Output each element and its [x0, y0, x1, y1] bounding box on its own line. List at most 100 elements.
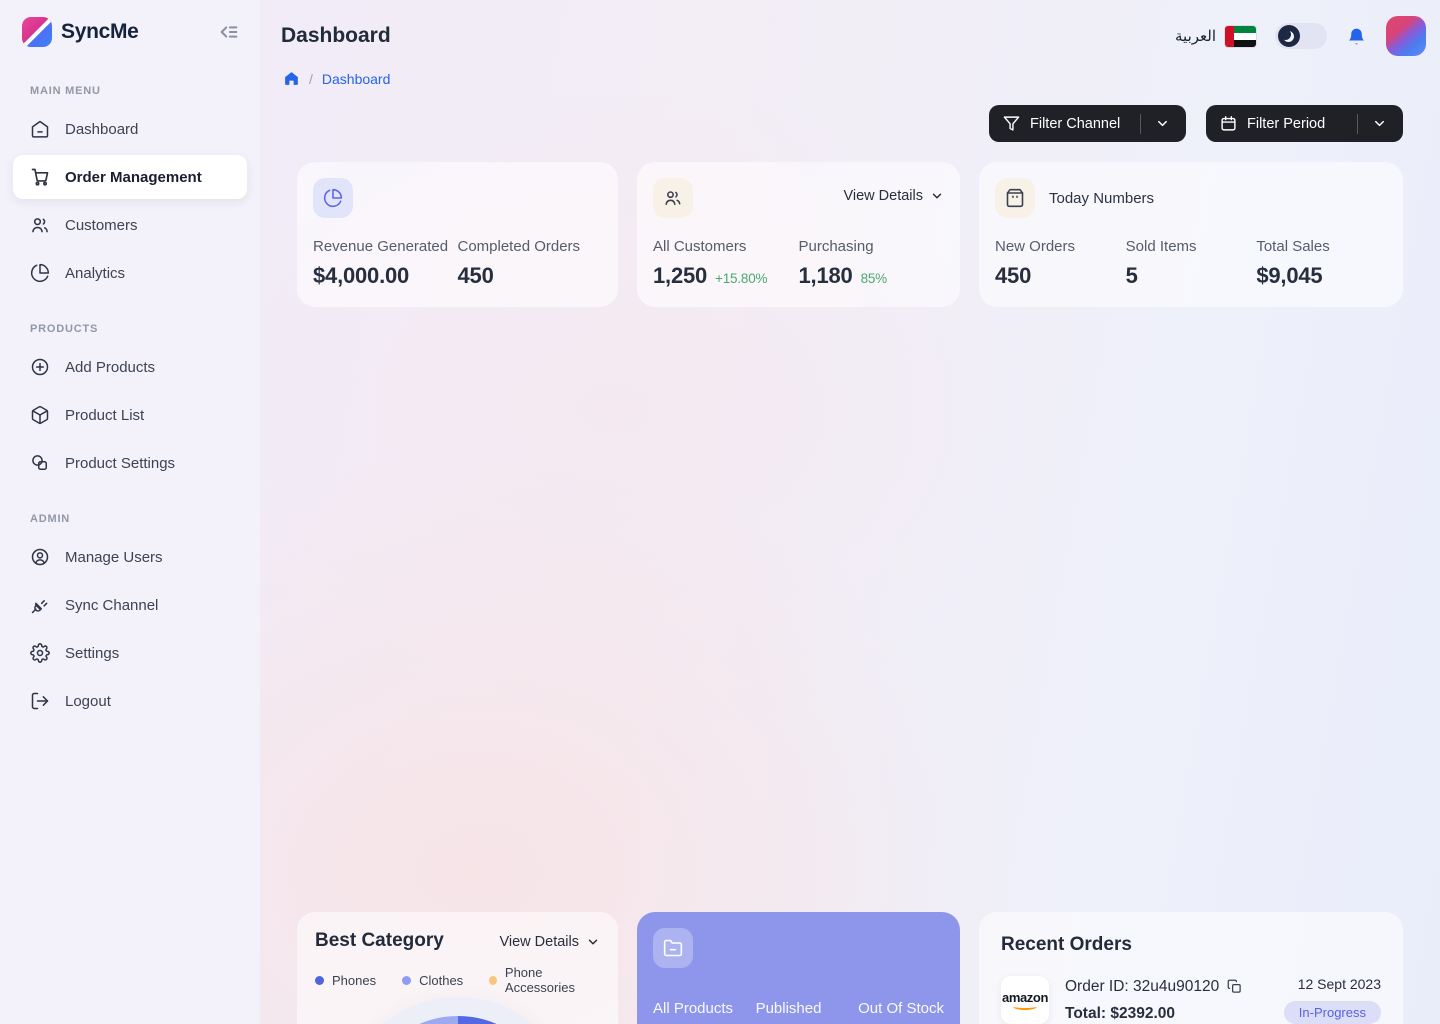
sidebar: SyncMe MAIN MENU Dashboard Order Managem… [0, 0, 260, 1024]
pie-chart-icon [313, 178, 353, 218]
donut-chart [359, 1016, 556, 1024]
calendar-icon [1220, 115, 1237, 132]
customers-card: View Details All Customers 1,250 +15.80% … [637, 162, 960, 307]
legend-item-phone-accessories: Phone Accessories [489, 965, 600, 995]
stat-value: $9,045 [1256, 263, 1323, 288]
app-name: SyncMe [61, 20, 139, 43]
stat-label: New Orders [995, 237, 1076, 255]
chart-legend: Phones Clothes Phone Accessories [315, 965, 600, 995]
sidebar-item-label: Product Settings [65, 454, 176, 472]
status-badge: In-Progress [1283, 1001, 1381, 1024]
sidebar-item-logout[interactable]: Logout [13, 679, 247, 723]
logout-icon [30, 691, 50, 711]
amazon-logo: amazon [1001, 976, 1049, 1024]
filter-period-button[interactable]: Filter Period [1206, 105, 1403, 142]
stat-label: Purchasing [798, 237, 874, 255]
notifications-bell-icon[interactable] [1346, 26, 1367, 47]
gear-icon [30, 643, 50, 663]
sidebar-item-label: Add Products [65, 358, 156, 376]
view-details-link[interactable]: View Details [843, 178, 944, 204]
page-title: Dashboard [281, 24, 391, 47]
pie-chart-icon [30, 263, 50, 283]
stat-label: Out Of Stock [858, 999, 944, 1017]
main-area: Dashboard العربية / Dashboard [260, 0, 1440, 1024]
recent-orders-panel: Recent Orders amazon Order ID: 32u4u9012… [979, 912, 1403, 1024]
moon-icon [1278, 25, 1300, 47]
sidebar-item-label: Product List [65, 406, 145, 424]
shopping-bag-icon [995, 178, 1035, 218]
stat-value: 5 [1125, 263, 1138, 288]
delta-badge: 85% [860, 271, 888, 286]
chevron-down-icon [1372, 116, 1387, 131]
sidebar-item-label: Manage Users [65, 548, 163, 566]
sidebar-item-label: Customers [65, 216, 138, 234]
stat-label: All Products [653, 999, 734, 1017]
delta-badge: +15.80% [715, 271, 768, 286]
user-circle-icon [30, 547, 50, 567]
stat-value: 1,180 85% [798, 263, 888, 288]
legend-item-phones: Phones [315, 973, 376, 988]
view-details-link[interactable]: View Details [499, 932, 600, 950]
uae-flag-icon [1225, 25, 1256, 47]
breadcrumb-home-icon[interactable] [283, 70, 300, 87]
sidebar-item-manage-users[interactable]: Manage Users [13, 535, 247, 579]
stat-value: 450 [995, 263, 1032, 288]
sidebar-item-label: Analytics [65, 264, 126, 282]
order-total: Total: $2392.00 [1065, 1004, 1175, 1022]
dark-mode-toggle[interactable] [1275, 23, 1327, 49]
stat-value: 1,250 +15.80% [653, 263, 768, 288]
legend-item-clothes: Clothes [402, 973, 463, 988]
products-summary-card: All Products 45 Published 34 Out Of Stoc… [637, 912, 960, 1024]
sidebar-item-customers[interactable]: Customers [13, 203, 247, 247]
legend-dot [489, 975, 497, 985]
users-icon [653, 178, 693, 218]
best-category-title: Best Category [315, 930, 444, 951]
sidebar-item-add-products[interactable]: Add Products [13, 345, 247, 389]
funnel-icon [1003, 115, 1020, 132]
section-products: PRODUCTS [30, 323, 99, 335]
filter-channel-button[interactable]: Filter Channel [989, 105, 1186, 142]
cart-icon [30, 167, 50, 187]
stat-label: Completed Orders [457, 237, 581, 255]
stat-label: Revenue Generated [313, 237, 449, 255]
stat-label: Published [755, 999, 822, 1017]
stat-label: All Customers [653, 237, 747, 255]
sidebar-item-label: Order Management [65, 168, 202, 186]
order-row[interactable]: amazon Order ID: 32u4u90120 Total: $2392… [1001, 976, 1381, 1024]
sidebar-item-label: Dashboard [65, 120, 139, 138]
shapes-icon [30, 453, 50, 473]
stat-label: Total Sales [1256, 237, 1330, 255]
home-icon [30, 119, 50, 139]
language-label: العربية [1175, 28, 1216, 45]
sidebar-item-analytics[interactable]: Analytics [13, 251, 247, 295]
users-icon [30, 215, 50, 235]
chevron-down-icon [588, 939, 598, 945]
user-avatar[interactable] [1386, 16, 1426, 56]
sidebar-item-label: Sync Channel [65, 596, 159, 614]
order-date: 12 Sept 2023 [1297, 976, 1381, 992]
filter-period-label: Filter Period [1247, 115, 1326, 132]
revenue-card: Revenue Generated $4,000.00 Completed Or… [297, 162, 618, 307]
breadcrumb-separator: / [309, 70, 313, 87]
recent-orders-title: Recent Orders [1001, 934, 1132, 955]
chevron-down-icon [1155, 116, 1170, 131]
sidebar-item-sync-channel[interactable]: Sync Channel [13, 583, 247, 627]
chevron-down-icon [932, 193, 942, 199]
sidebar-item-order-management[interactable]: Order Management [13, 155, 247, 199]
sidebar-item-settings[interactable]: Settings [13, 631, 247, 675]
box-icon [30, 405, 50, 425]
copy-icon[interactable] [1227, 979, 1242, 994]
order-id: Order ID: 32u4u90120 [1065, 977, 1220, 995]
stat-value: $4,000.00 [313, 263, 410, 288]
sidebar-item-dashboard[interactable]: Dashboard [13, 107, 247, 151]
today-numbers-title: Today Numbers [1049, 189, 1155, 207]
best-category-card: Best Category View Details Phones Clothe… [297, 912, 618, 1024]
sidebar-item-product-settings[interactable]: Product Settings [13, 441, 247, 485]
sidebar-collapse-icon[interactable] [218, 21, 240, 43]
section-admin: ADMIN [30, 513, 71, 525]
breadcrumb-current[interactable]: Dashboard [321, 70, 391, 87]
sidebar-item-product-list[interactable]: Product List [13, 393, 247, 437]
filter-channel-label: Filter Channel [1030, 115, 1121, 132]
language-selector[interactable]: العربية [1175, 25, 1256, 47]
folder-icon [653, 928, 693, 968]
